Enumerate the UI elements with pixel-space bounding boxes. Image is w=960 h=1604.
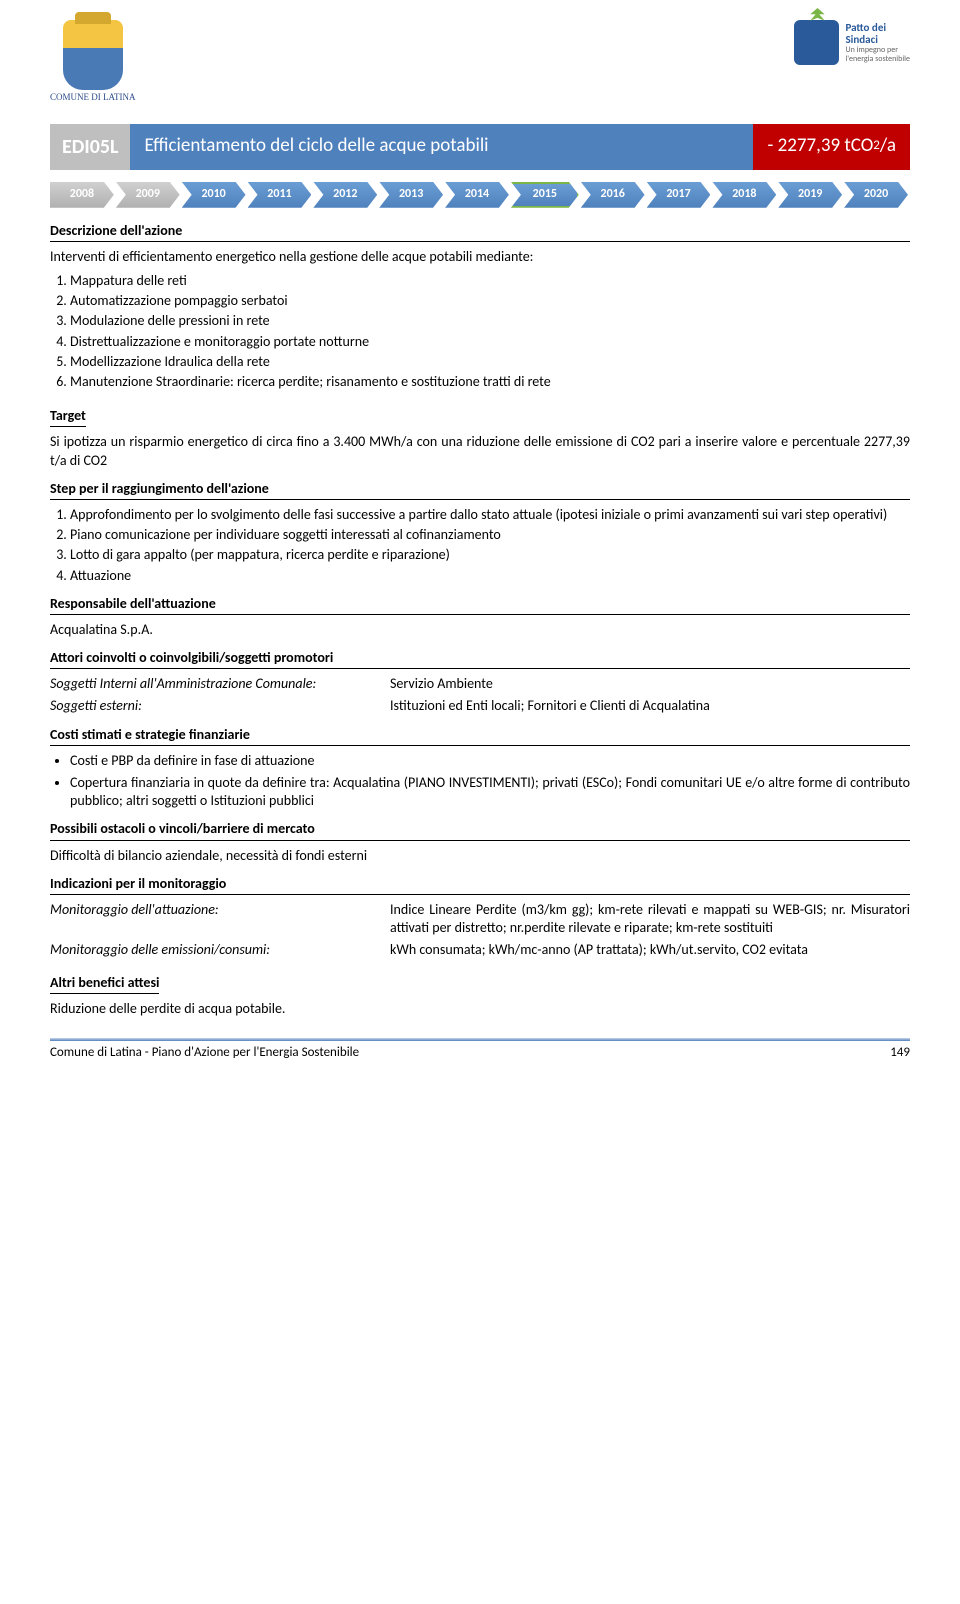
target-text: Si ipotizza un risparmio energetico di c…	[50, 433, 910, 469]
year-2011: 2011	[248, 182, 312, 208]
footer-page: 149	[890, 1045, 910, 1062]
year-2010: 2010	[182, 182, 246, 208]
year-2015: 2015	[511, 182, 579, 208]
patto-icon	[794, 20, 839, 65]
step-list: Approfondimento per lo svolgimento delle…	[70, 506, 910, 585]
footer-rule	[50, 1038, 910, 1041]
logo-patto-sindaci: Patto dei Sindaci Un impegno per l'energ…	[794, 20, 910, 65]
monit-rows: Monitoraggio dell'attuazione:Indice Line…	[50, 901, 910, 960]
year-timeline: 2008200920102011201220132014201520162017…	[50, 182, 910, 208]
patto-text: Patto dei Sindaci Un impegno per l'energ…	[845, 22, 910, 64]
year-2013: 2013	[379, 182, 443, 208]
table-row: Monitoraggio delle emissioni/consumi:kWh…	[50, 941, 910, 959]
year-2009: 2009	[116, 182, 180, 208]
list-item: Approfondimento per lo svolgimento delle…	[70, 506, 910, 524]
heading-benefici: Altri benefici attesi	[50, 974, 159, 994]
year-2019: 2019	[778, 182, 842, 208]
row-label: Monitoraggio dell'attuazione:	[50, 901, 390, 937]
footer: Comune di Latina - Piano d'Azione per l'…	[50, 1045, 910, 1062]
title-bar: EDI05L Efficientamento del ciclo delle a…	[50, 124, 910, 170]
table-row: Soggetti Interni all'Amministrazione Com…	[50, 675, 910, 693]
year-2016: 2016	[581, 182, 645, 208]
list-item: Distrettualizzazione e monitoraggio port…	[70, 333, 910, 351]
responsabile-text: Acqualatina S.p.A.	[50, 621, 910, 639]
desc-intro: Interventi di efficientamento energetico…	[50, 248, 910, 266]
heading-target: Target	[50, 407, 86, 427]
row-label: Soggetti Interni all'Amministrazione Com…	[50, 675, 390, 693]
year-2018: 2018	[712, 182, 776, 208]
list-item: Copertura finanziaria in quote da defini…	[70, 774, 910, 810]
list-item: Modellizzazione Idraulica della rete	[70, 353, 910, 371]
crest-caption: COMUNE DI LATINA	[50, 92, 136, 104]
row-value: Servizio Ambiente	[390, 675, 910, 693]
logo-comune-latina: COMUNE DI LATINA	[50, 20, 136, 104]
header-logos: COMUNE DI LATINA Patto dei Sindaci Un im…	[50, 20, 910, 104]
year-2012: 2012	[313, 182, 377, 208]
list-item: Lotto di gara appalto (per mappatura, ri…	[70, 546, 910, 564]
list-item: Piano comunicazione per individuare sogg…	[70, 526, 910, 544]
list-item: Mappatura delle reti	[70, 272, 910, 290]
list-item: Attuazione	[70, 567, 910, 585]
list-item: Costi e PBP da definire in fase di attua…	[70, 752, 910, 770]
desc-list: Mappatura delle reti Automatizzazione pom…	[70, 272, 910, 391]
heading-ostacoli: Possibili ostacoli o vincoli/barriere di…	[50, 820, 910, 840]
heading-costi: Costi stimati e strategie finanziarie	[50, 726, 910, 746]
costi-list: Costi e PBP da definire in fase di attua…	[70, 752, 910, 811]
year-2008: 2008	[50, 182, 114, 208]
row-value: Indice Lineare Perdite (m3/km gg); km-re…	[390, 901, 910, 937]
title-description: Efficientamento del ciclo delle acque po…	[130, 124, 753, 170]
row-label: Monitoraggio delle emissioni/consumi:	[50, 941, 390, 959]
row-value: kWh consumata; kWh/mc-anno (AP trattata)…	[390, 941, 910, 959]
list-item: Automatizzazione pompaggio serbatoi	[70, 292, 910, 310]
benefici-text: Riduzione delle perdite di acqua potabil…	[50, 1000, 910, 1018]
heading-descrizione: Descrizione dell'azione	[50, 222, 910, 242]
row-label: Soggetti esterni:	[50, 697, 390, 715]
footer-left: Comune di Latina - Piano d'Azione per l'…	[50, 1045, 359, 1062]
table-row: Soggetti esterni:Istituzioni ed Enti loc…	[50, 697, 910, 715]
year-2017: 2017	[647, 182, 711, 208]
row-value: Istituzioni ed Enti locali; Fornitori e …	[390, 697, 910, 715]
year-2020: 2020	[844, 182, 908, 208]
ostacoli-text: Difficoltà di bilancio aziendale, necess…	[50, 847, 910, 865]
crest-icon	[63, 20, 123, 90]
heading-responsabile: Responsabile dell'attuazione	[50, 595, 910, 615]
list-item: Modulazione delle pressioni in rete	[70, 312, 910, 330]
attori-rows: Soggetti Interni all'Amministrazione Com…	[50, 675, 910, 715]
title-co2: - 2277,39 tCO2/a	[753, 124, 910, 170]
heading-step: Step per il raggiungimento dell'azione	[50, 480, 910, 500]
title-code: EDI05L	[50, 124, 130, 170]
list-item: Manutenzione Straordinarie: ricerca perd…	[70, 373, 910, 391]
heading-attori: Attori coinvolti o coinvolgibili/soggett…	[50, 649, 910, 669]
year-2014: 2014	[445, 182, 509, 208]
heading-monitoraggio: Indicazioni per il monitoraggio	[50, 875, 910, 895]
table-row: Monitoraggio dell'attuazione:Indice Line…	[50, 901, 910, 937]
